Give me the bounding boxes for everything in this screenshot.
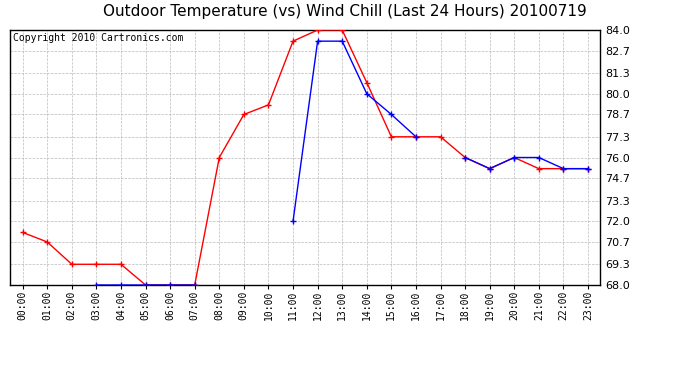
Text: Outdoor Temperature (vs) Wind Chill (Last 24 Hours) 20100719: Outdoor Temperature (vs) Wind Chill (Las… (103, 4, 587, 19)
Text: Copyright 2010 Cartronics.com: Copyright 2010 Cartronics.com (13, 33, 184, 42)
